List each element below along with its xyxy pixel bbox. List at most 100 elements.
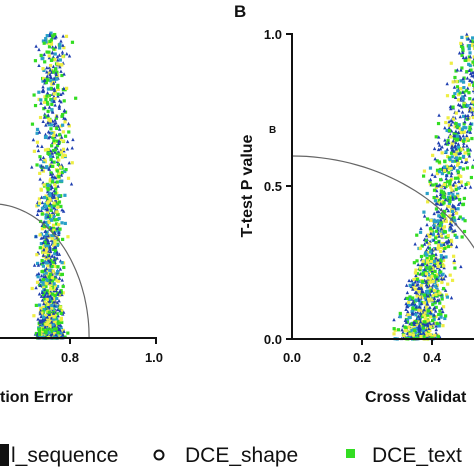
panel-a-data-point: [55, 70, 59, 74]
panel-b-data-point: [449, 122, 453, 127]
panel-b-data-point: [462, 196, 466, 201]
panel-b-data-point: [456, 138, 460, 142]
panel-a-data-point: [43, 297, 47, 301]
panel-b-data-point: [418, 328, 422, 332]
panel-b-data-point: [436, 264, 440, 268]
panel-b-data-point: [444, 217, 448, 221]
panel-a-data-point: [49, 259, 53, 263]
panel-b-data-point: [449, 163, 454, 167]
panel-b-data-point: [429, 218, 433, 223]
panel-a-data-point: [46, 188, 50, 192]
panel-a-data-point: [42, 307, 46, 312]
panel-a-data-point: [52, 228, 56, 232]
panel-a-data-point: [49, 86, 53, 91]
panel-a-data-point: [60, 221, 64, 225]
panel-b-data-point: [461, 55, 466, 60]
panel-b-data-point: [456, 202, 461, 206]
panel-b-data-point: [417, 308, 421, 312]
panel-b-data-point: [421, 327, 426, 331]
panel-b-data-point: [442, 255, 446, 259]
panel-b-data-point: [433, 280, 437, 284]
panel-b-data-point: [468, 39, 473, 43]
panel-a-data-point: [46, 41, 50, 45]
panel-b-data-point: [432, 296, 437, 300]
panel-a-data-point: [56, 62, 60, 66]
panel-a-data-point: [41, 305, 45, 310]
panel-b-data-point: [429, 325, 433, 329]
panel-b-data-point: [458, 198, 462, 202]
panel-b-data-point: [418, 279, 422, 283]
panel-b-data-point: [460, 235, 464, 239]
panel-b-data-point: [444, 197, 448, 201]
panel-a-data-point: [48, 249, 53, 254]
panel-b-data-point: [468, 185, 473, 189]
panel-b-data-point: [445, 128, 449, 133]
panel-b-data-point: [454, 121, 458, 126]
panel-a-data-point: [57, 53, 62, 57]
panel-b-data-point: [454, 195, 459, 200]
panel-b-data-point: [456, 192, 460, 196]
panel-b-data-point: [458, 200, 463, 205]
panel-a-data-point: [60, 179, 64, 183]
panel-a-data-point: [41, 235, 45, 239]
panel-a-data-point: [46, 275, 50, 279]
panel-b-data-point: [407, 297, 411, 301]
panel-a-data-point: [46, 240, 50, 245]
panel-a-data-point: [40, 89, 45, 93]
panel-b-data-point: [426, 261, 430, 265]
panel-a-data-point: [61, 209, 66, 213]
panel-a-data-point: [49, 226, 53, 230]
panel-a-data-point: [55, 286, 59, 290]
panel-a-data-point: [58, 309, 62, 313]
panel-b-data-point: [424, 283, 429, 287]
panel-b-data-point: [444, 235, 448, 239]
panel-b-data-point: [459, 79, 463, 83]
panel-a-data-point: [41, 293, 46, 297]
panel-b-data-point: [444, 293, 449, 297]
panel-a-data-point: [44, 123, 48, 127]
panel-b-x-tick-label: 0.2: [353, 350, 371, 365]
panel-a-data-point: [57, 127, 62, 131]
panel-a-data-point: [59, 137, 63, 141]
panel-a-data-point: [41, 323, 45, 328]
panel-a-data-point: [30, 286, 34, 291]
panel-a-data-point: [50, 303, 54, 308]
panel-b-data-point: [413, 328, 417, 333]
panel-b-data-point: [448, 200, 452, 204]
panel-a-data-point: [52, 139, 56, 143]
panel-b-data-point: [468, 127, 472, 132]
panel-a-data-point: [45, 165, 49, 169]
panel-b-data-point: [460, 147, 464, 151]
panel-b-data-point: [419, 328, 423, 332]
panel-a-data-point: [44, 40, 48, 44]
panel-a-data-point: [49, 177, 53, 181]
panel-b-data-point: [417, 321, 421, 325]
panel-b-data-point: [438, 192, 443, 197]
panel-b-data-point: [442, 242, 446, 247]
panel-b-data-point: [418, 230, 423, 234]
panel-b-data-point: [450, 155, 454, 159]
panel-a-data-point: [45, 289, 49, 293]
panel-a-data-point: [56, 319, 61, 324]
panel-a-data-point: [49, 292, 53, 296]
panel-b-data-point: [467, 130, 472, 134]
panel-a-data-point: [42, 315, 46, 320]
panel-b-reference-arc: [291, 155, 474, 249]
panel-a-data-point: [53, 58, 57, 62]
panel-b-data-point: [403, 329, 407, 333]
panel-b-data-point: [418, 311, 422, 315]
panel-a-data-point: [39, 53, 43, 58]
panel-b-data-point: [434, 185, 438, 189]
panel-a-data-point: [60, 170, 65, 174]
panel-b-data-point: [431, 253, 435, 258]
panel-a-data-point: [58, 323, 63, 327]
panel-a-data-point: [53, 103, 57, 107]
panel-b-data-point: [423, 253, 427, 257]
panel-a-data-point: [56, 162, 60, 167]
panel-b-data-point: [418, 246, 422, 250]
panel-a-data-point: [66, 235, 70, 239]
panel-a-data-point: [55, 296, 59, 301]
panel-b-data-point: [422, 301, 426, 305]
panel-a-data-point: [45, 34, 49, 38]
panel-a-data-point: [43, 78, 47, 82]
